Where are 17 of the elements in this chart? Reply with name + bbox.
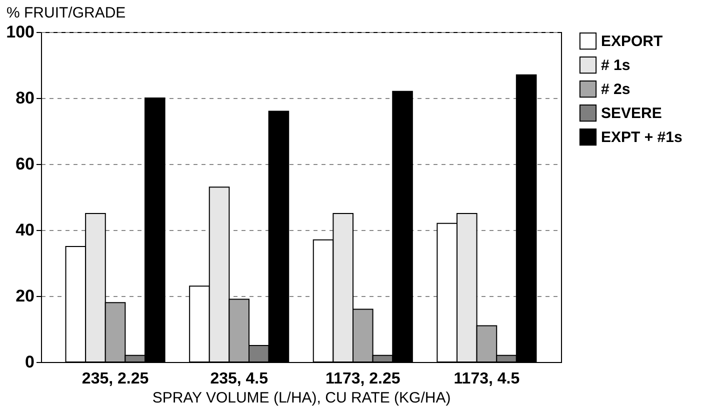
y-tick-label: 80 xyxy=(16,88,34,108)
y-tick-label: 100 xyxy=(6,22,34,42)
legend-label: # 2s xyxy=(601,81,630,98)
y-tick-label: 60 xyxy=(16,154,34,174)
y-tick-label: 40 xyxy=(16,220,34,240)
legend-label: # 1s xyxy=(601,57,630,74)
x-tick-label: 1173, 2.25 xyxy=(326,370,400,388)
y-axis-title: % FRUIT/GRADE xyxy=(6,4,126,22)
y-tick-label: 0 xyxy=(25,352,34,372)
x-tick-label: 235, 4.5 xyxy=(210,370,268,388)
legend-label: EXPORT xyxy=(601,33,663,50)
legend-label: EXPT + #1s xyxy=(601,129,682,146)
y-tick-label: 20 xyxy=(16,286,34,306)
x-axis-title: SPRAY VOLUME (L/HA), CU RATE (KG/HA) xyxy=(152,390,451,406)
x-tick-label: 1173, 4.5 xyxy=(454,370,520,388)
x-tick-label: 235, 2.25 xyxy=(82,370,149,388)
legend-label: SEVERE xyxy=(601,105,662,122)
